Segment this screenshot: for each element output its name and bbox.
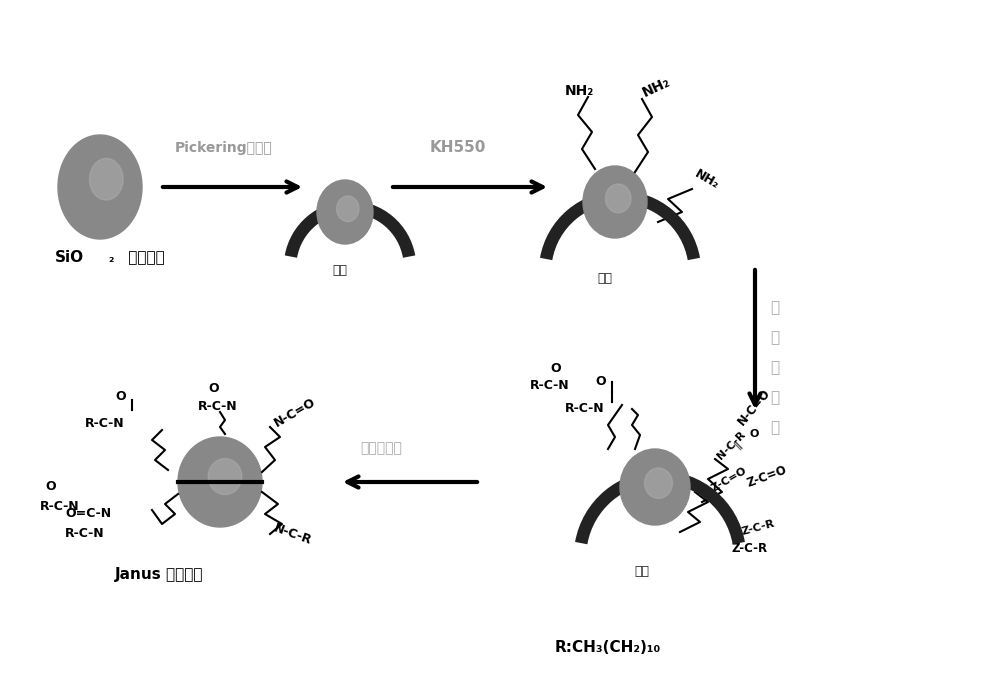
Ellipse shape: [644, 468, 672, 498]
Text: O: O: [550, 362, 561, 375]
Text: O=C-N: O=C-N: [65, 507, 111, 520]
Text: KH550: KH550: [430, 140, 486, 155]
Text: 酰: 酰: [770, 300, 779, 315]
Text: O: O: [750, 429, 759, 439]
Text: 应: 应: [770, 420, 779, 435]
Text: R-C-N: R-C-N: [40, 500, 80, 513]
Text: 离心，干燥: 离心，干燥: [360, 441, 402, 455]
Ellipse shape: [620, 449, 690, 525]
Text: O: O: [208, 382, 219, 395]
Text: ‖: ‖: [732, 438, 743, 450]
Text: NH₂: NH₂: [692, 168, 721, 192]
Text: O: O: [115, 390, 126, 403]
Text: R-C-N: R-C-N: [85, 417, 125, 430]
Text: R-C-N: R-C-N: [530, 379, 570, 392]
Text: NH₂: NH₂: [565, 84, 594, 98]
Text: 化: 化: [770, 360, 779, 375]
Text: NH₂: NH₂: [640, 75, 672, 100]
Ellipse shape: [90, 158, 123, 200]
Text: Z-C-R: Z-C-R: [732, 542, 768, 555]
Text: 纳米颗粒: 纳米颗粒: [123, 250, 165, 265]
Text: Z-C-R: Z-C-R: [740, 519, 775, 537]
Text: Z-C=O: Z-C=O: [745, 464, 789, 490]
Ellipse shape: [178, 437, 262, 527]
Text: N-C=O: N-C=O: [735, 386, 773, 428]
Text: 石蜡: 石蜡: [635, 565, 650, 578]
Text: N-C-R: N-C-R: [715, 429, 747, 461]
Ellipse shape: [208, 459, 242, 495]
Text: Janus 纳米颗粒: Janus 纳米颗粒: [115, 567, 204, 582]
Text: 石蜡: 石蜡: [333, 264, 348, 277]
Text: ₂: ₂: [108, 252, 113, 265]
Ellipse shape: [58, 135, 142, 239]
Text: R:CH₃(CH₂)₁₀: R:CH₃(CH₂)₁₀: [555, 640, 661, 655]
Ellipse shape: [317, 180, 373, 244]
Text: Z-C=O: Z-C=O: [710, 466, 749, 494]
Text: N-C-R: N-C-R: [272, 521, 314, 547]
Ellipse shape: [337, 196, 359, 222]
Text: O: O: [45, 480, 56, 493]
Ellipse shape: [583, 166, 647, 238]
Text: R-C-N: R-C-N: [65, 527, 105, 540]
Text: SiO: SiO: [55, 250, 84, 265]
Text: N-C=O: N-C=O: [272, 396, 318, 430]
Text: 石蜡: 石蜡: [598, 272, 612, 285]
Text: O: O: [595, 375, 606, 388]
Ellipse shape: [605, 184, 631, 213]
Text: 胺: 胺: [770, 330, 779, 345]
Text: 反: 反: [770, 390, 779, 405]
Text: Pickering乳液法: Pickering乳液法: [175, 141, 273, 155]
Text: R-C-N: R-C-N: [565, 402, 605, 415]
Text: R-C-N: R-C-N: [198, 400, 238, 413]
